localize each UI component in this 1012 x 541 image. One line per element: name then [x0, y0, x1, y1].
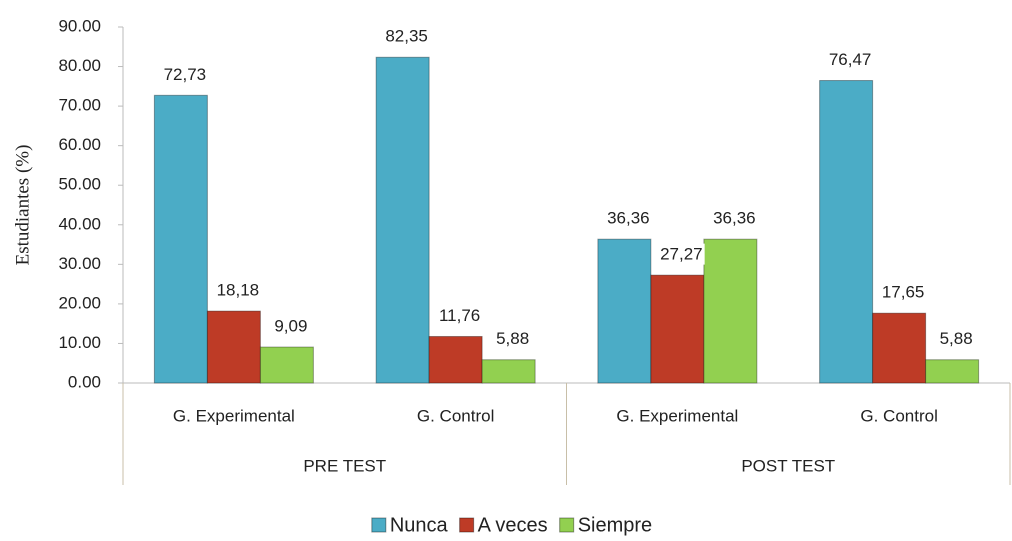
legend-label: A veces — [478, 514, 548, 536]
data-label-bg — [826, 49, 874, 71]
data-label: 5,88 — [496, 329, 529, 348]
data-label-bg — [214, 279, 262, 301]
y-tick-label: 90.00 — [58, 16, 101, 35]
y-tick-label: 10.00 — [58, 333, 101, 352]
group-label: PRE TEST — [303, 456, 386, 475]
y-tick-label: 40.00 — [58, 214, 101, 233]
data-label: 5,88 — [940, 329, 973, 348]
bar — [703, 238, 758, 384]
bar — [153, 94, 208, 384]
x-tick-label: G. Experimental — [173, 406, 295, 425]
data-label: 76,47 — [829, 50, 872, 69]
group-label: POST TEST — [741, 456, 835, 475]
legend-swatch — [559, 517, 575, 533]
data-label-bg — [161, 63, 209, 85]
data-label: 11,76 — [439, 306, 480, 325]
data-label-bg — [494, 328, 532, 350]
data-label: 72,73 — [164, 65, 207, 84]
y-tick-label: 50.00 — [58, 175, 101, 194]
data-label-bg — [658, 243, 705, 265]
x-tick-label: G. Control — [860, 406, 937, 425]
bar — [925, 359, 980, 384]
x-tick-label: G. Control — [417, 406, 494, 425]
legend-swatch — [371, 517, 387, 533]
data-label: 27,27 — [660, 245, 703, 264]
data-label-bg — [436, 304, 483, 326]
data-label: 9,09 — [274, 317, 307, 336]
y-tick-label: 70.00 — [58, 96, 101, 115]
bar — [259, 346, 314, 384]
y-axis-title: Estudiantes (%) — [12, 145, 33, 266]
bar — [819, 80, 874, 384]
legend-swatch — [459, 517, 475, 533]
y-tick-label: 80.00 — [58, 56, 101, 75]
bar — [375, 56, 430, 384]
data-label-bg — [711, 207, 758, 229]
data-label: 36,36 — [607, 209, 650, 228]
bar — [428, 335, 483, 384]
bar — [481, 359, 536, 384]
legend-label: Nunca — [390, 514, 449, 536]
data-label-bg — [605, 207, 652, 229]
bar — [597, 238, 652, 384]
legend-label: Siempre — [578, 514, 652, 536]
x-tick-label: G. Experimental — [616, 406, 738, 425]
data-label-bg — [937, 328, 975, 350]
y-tick-label: 30.00 — [58, 254, 101, 273]
data-label: 82,35 — [385, 27, 428, 46]
data-label-bg — [383, 25, 430, 47]
data-label-bg — [272, 315, 310, 337]
data-label: 17,65 — [882, 283, 925, 302]
data-label: 18,18 — [217, 281, 260, 300]
y-tick-label: 0.00 — [68, 372, 101, 391]
bar — [872, 312, 927, 384]
data-label: 36,36 — [713, 209, 756, 228]
bar — [650, 274, 705, 384]
y-tick-label: 60.00 — [58, 135, 101, 154]
y-tick-label: 20.00 — [58, 293, 101, 312]
bar — [206, 310, 261, 384]
data-label-bg — [879, 281, 927, 303]
